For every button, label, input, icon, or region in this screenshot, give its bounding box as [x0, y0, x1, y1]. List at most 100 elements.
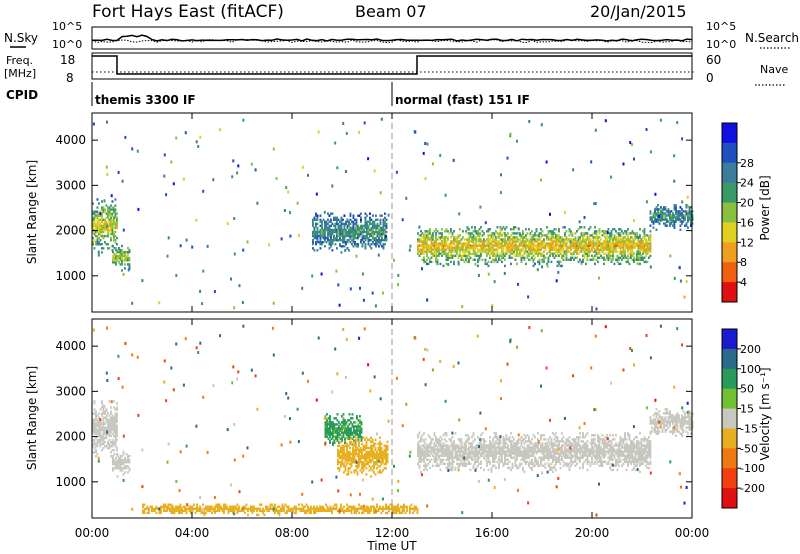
heatmap-cell	[447, 466, 449, 470]
heatmap-cell	[546, 446, 548, 449]
heatmap-cell	[368, 461, 371, 464]
heatmap-cell	[502, 252, 505, 255]
heatmap-cell	[330, 239, 332, 242]
heatmap-cell	[95, 416, 97, 419]
heatmap-cell	[504, 452, 506, 455]
heatmap-cell	[475, 252, 478, 255]
heatmap-cell	[487, 446, 490, 449]
heatmap-cell	[507, 244, 509, 247]
heatmap-cell	[501, 452, 503, 455]
heatmap-cell	[101, 247, 103, 250]
heatmap-cell	[105, 220, 108, 223]
heatmap-cell	[480, 462, 482, 465]
heatmap-cell	[344, 461, 347, 464]
heatmap-cell	[489, 256, 491, 259]
heatmap-cell	[562, 254, 565, 257]
heatmap-cell	[370, 461, 372, 464]
heatmap-cell	[452, 158, 455, 162]
heatmap-cell	[591, 248, 593, 251]
heatmap-cell	[615, 238, 617, 241]
heatmap-cell	[658, 214, 661, 218]
heatmap-cell	[354, 232, 356, 236]
heatmap-cell	[450, 248, 452, 251]
heatmap-cell	[371, 440, 374, 444]
heatmap-cell	[475, 446, 478, 449]
heatmap-cell	[442, 244, 445, 247]
heatmap-cell	[586, 232, 589, 235]
heatmap-cell	[319, 234, 322, 238]
heatmap-cell	[471, 442, 473, 445]
heatmap-cell	[516, 238, 518, 241]
heatmap-cell	[344, 439, 346, 442]
heatmap-cell	[366, 234, 368, 238]
heatmap-cell	[113, 222, 115, 226]
heatmap-cell	[619, 232, 622, 235]
heatmap-cell	[105, 228, 108, 232]
heatmap-cell	[383, 444, 386, 448]
heatmap-cell	[116, 461, 119, 464]
heatmap-cell	[597, 460, 599, 463]
heatmap-cell	[456, 236, 458, 239]
heatmap-cell	[451, 254, 454, 257]
heatmap-cell	[606, 234, 608, 237]
heatmap-cell	[502, 452, 505, 455]
heatmap-cell	[330, 220, 332, 223]
heatmap-cell	[331, 232, 334, 236]
heatmap-cell	[426, 250, 428, 253]
heatmap-cell	[690, 206, 692, 209]
heatmap-cell	[376, 241, 379, 244]
heatmap-cell	[591, 438, 593, 441]
heatmap-cell	[238, 284, 241, 288]
heatmap-cell	[504, 450, 506, 453]
heatmap-cell	[432, 248, 434, 251]
heatmap-cell	[502, 248, 505, 251]
heatmap-cell	[355, 442, 357, 446]
heatmap-cell	[553, 252, 556, 255]
heatmap-cell	[382, 220, 385, 223]
heatmap-cell	[537, 444, 539, 447]
heatmap-cell	[316, 216, 319, 219]
heatmap-cell	[427, 244, 430, 247]
heatmap-cell	[520, 236, 523, 239]
heatmap-cell	[96, 418, 99, 421]
heatmap-cell	[624, 240, 626, 243]
heatmap-cell	[475, 452, 478, 455]
heatmap-cell	[366, 220, 368, 223]
heatmap-cell	[468, 232, 470, 235]
heatmap-cell	[592, 434, 595, 437]
heatmap-cell	[558, 442, 560, 445]
heatmap-cell	[463, 254, 466, 257]
heatmap-cell	[93, 247, 96, 250]
heatmap-cell	[104, 210, 106, 213]
heatmap-cell	[350, 417, 352, 420]
heatmap-cell	[468, 442, 470, 445]
heatmap-cell	[495, 436, 497, 439]
heatmap-cell	[523, 458, 526, 461]
heatmap-cell	[672, 216, 674, 219]
heatmap-cell	[547, 448, 550, 451]
heatmap-cell	[121, 461, 123, 464]
heatmap-cell	[499, 452, 502, 455]
heatmap-cell	[567, 448, 569, 451]
heatmap-cell	[101, 214, 103, 217]
heatmap-cell	[429, 244, 431, 247]
heatmap-cell	[516, 452, 518, 455]
heatmap-cell	[552, 244, 554, 247]
heatmap-cell	[561, 458, 563, 461]
heatmap-cell	[122, 255, 125, 258]
heatmap-cell	[420, 234, 422, 237]
heatmap-cell	[643, 236, 646, 239]
heatmap-cell	[508, 250, 511, 253]
heatmap-cell	[444, 238, 446, 241]
heatmap-cell	[516, 248, 518, 251]
heatmap-cell	[114, 220, 117, 223]
heatmap-cell	[463, 238, 466, 241]
heatmap-cell	[565, 464, 568, 467]
heatmap-cell	[555, 456, 557, 459]
heatmap-cell	[114, 208, 117, 211]
heatmap-cell	[508, 238, 511, 241]
heatmap-cell	[417, 246, 419, 249]
heatmap-cell	[622, 248, 625, 251]
heatmap-cell	[357, 236, 359, 240]
heatmap-cell	[514, 258, 517, 261]
